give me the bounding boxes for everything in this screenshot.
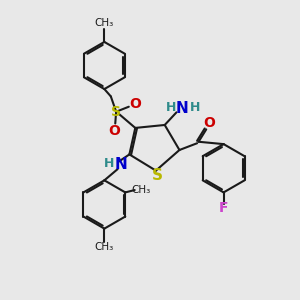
Text: H: H: [104, 157, 115, 170]
Text: H: H: [190, 101, 201, 114]
Text: O: O: [203, 116, 215, 130]
Text: CH₃: CH₃: [95, 18, 114, 28]
Text: O: O: [109, 124, 121, 138]
Text: H: H: [166, 101, 176, 114]
Text: F: F: [219, 201, 228, 215]
Text: N: N: [115, 157, 128, 172]
Text: O: O: [129, 98, 141, 111]
Text: S: S: [152, 168, 163, 183]
Text: CH₃: CH₃: [95, 242, 114, 252]
Text: S: S: [111, 105, 121, 119]
Text: N: N: [175, 101, 188, 116]
Text: CH₃: CH₃: [131, 185, 151, 195]
